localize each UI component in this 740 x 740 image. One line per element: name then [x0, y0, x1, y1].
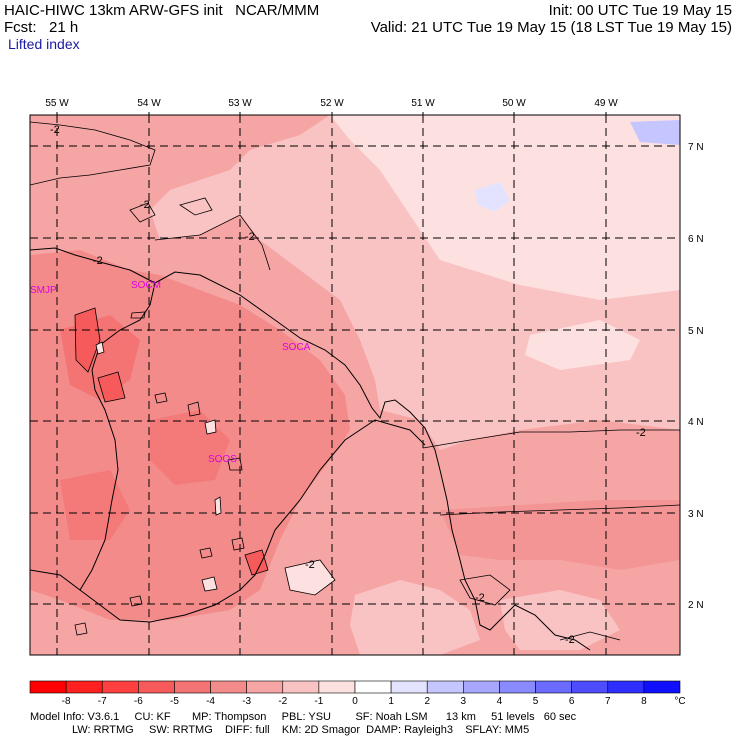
model-title: HAIC-HIWC 13km ARW-GFS init NCAR/MMM: [4, 2, 320, 19]
field-light-patch-3: [285, 560, 335, 595]
coastlines-borders: [30, 247, 591, 651]
colorbar-tick-label: 7: [605, 696, 611, 707]
colorbar-swatch: [463, 680, 500, 694]
field-light-patch-1: [350, 580, 480, 655]
colorbar-tick-label: 6: [569, 696, 575, 707]
lon-label: 50 W: [502, 98, 526, 109]
colorbar-swatch: [210, 680, 247, 694]
colorbar-tick-label: -7: [98, 696, 107, 707]
contour-labels: -2 -2 -2 -2 -2 -2 -2 -2 -2: [50, 124, 646, 646]
border-guyana-suriname: [30, 282, 156, 591]
border-brazil: [374, 419, 426, 446]
lat-label: 6 N: [688, 234, 704, 245]
contour-label: -2: [50, 124, 60, 136]
colorbar-swatch: [318, 680, 356, 694]
colorbar-swatch: [535, 680, 572, 694]
colorbar-swatch: [29, 680, 67, 694]
lon-label: 49 W: [594, 98, 618, 109]
colorbar: -8 -7 -6 -5 -4 -3 -2 -1 0 1 2 3 4 5 6 7 8 °C: [29, 680, 686, 707]
colorbar-swatch: [65, 680, 103, 694]
shaded-field: [30, 115, 680, 655]
contour-minus-2: [30, 121, 680, 641]
forecast-hour: Fcst: 21 h: [4, 19, 79, 36]
contour-label: -2: [140, 199, 150, 211]
contour-label: -2: [305, 559, 315, 571]
contour-label: -2: [475, 592, 485, 604]
colorbar-swatch: [101, 680, 139, 694]
lat-labels: 7 N 6 N 5 N 4 N 3 N 2 N: [688, 142, 704, 611]
colorbar-swatch: [282, 680, 320, 694]
contour-label: -2: [565, 634, 575, 646]
colorbar-swatch: [643, 680, 681, 694]
lon-label: 55 W: [45, 98, 69, 109]
colorbar-unit: °C: [674, 696, 685, 707]
lat-label: 2 N: [688, 600, 704, 611]
lon-label: 54 W: [137, 98, 161, 109]
field-light-patch-2: [500, 590, 620, 650]
lon-label: 52 W: [320, 98, 344, 109]
colorbar-swatch: [174, 680, 211, 694]
valid-time: Valid: 21 UTC Tue 19 May 15 (18 LST Tue …: [370, 19, 732, 36]
contour-label: -2: [245, 231, 255, 243]
colorbar-swatch: [354, 680, 392, 694]
colorbar-swatch: [499, 680, 536, 694]
colorbar-tick-label: -4: [206, 696, 215, 707]
lat-label: 5 N: [688, 326, 704, 337]
colorbar-tick-label: -8: [62, 696, 71, 707]
colorbar-tick-label: 8: [641, 696, 647, 707]
colorbar-swatch: [426, 680, 464, 694]
lon-ticks: [56, 112, 607, 115]
contour-label: -2: [636, 427, 646, 439]
lon-labels: 55 W 54 W 53 W 52 W 51 W 50 W 49 W: [45, 98, 618, 109]
colorbar-tick-label: -6: [134, 696, 143, 707]
colorbar-tick-label: 2: [424, 696, 430, 707]
field-minus-5-3: [245, 550, 268, 575]
contour-minus-4: [74, 307, 269, 636]
lon-label: 51 W: [411, 98, 435, 109]
init-time: Init: 00 UTC Tue 19 May 15: [548, 2, 732, 19]
colorbar-swatch: [607, 680, 645, 694]
lat-label: 3 N: [688, 509, 704, 520]
field-minus-3-east: [440, 500, 680, 570]
colorbar-tick-label: -3: [242, 696, 251, 707]
colorbar-swatch: [138, 680, 175, 694]
lon-label: 53 W: [228, 98, 252, 109]
colorbar-tick-label: -1: [314, 696, 323, 707]
colorbar-tick-label: 0: [352, 696, 358, 707]
coastline: [30, 247, 591, 651]
station-soos: SOOS: [208, 454, 237, 465]
colorbar-tick-label: 1: [388, 696, 394, 707]
field-near-zero-2: [525, 320, 640, 370]
model-info-line1: Model Info: V3.6.1 CU: KF MP: Thompson P…: [30, 711, 577, 723]
colorbar-swatch: [571, 680, 609, 694]
field-minus-4-3: [60, 470, 130, 540]
colorbar-swatch: [246, 680, 284, 694]
field-positive-2: [475, 182, 510, 212]
field-near-zero: [330, 115, 680, 300]
contour-label: -2: [93, 255, 103, 267]
colorbar-tick-label: 5: [533, 696, 539, 707]
colorbar-tick-label: 3: [461, 696, 467, 707]
border-suriname-frenchguiana: [79, 419, 376, 623]
field-minus-5-2: [98, 372, 125, 402]
colorbar-tick-label: -2: [278, 696, 287, 707]
colorbar-tick-label: -5: [170, 696, 179, 707]
station-soca: SOCA: [282, 342, 311, 353]
station-socm: SOCM: [131, 280, 161, 291]
field-name: Lifted index: [8, 36, 80, 52]
colorbar-tick-label: 4: [497, 696, 503, 707]
colorbar-swatch: [390, 680, 428, 694]
station-labels: SMJP SOCM SOCA SOOS: [30, 280, 311, 465]
lat-label: 4 N: [688, 417, 704, 428]
lat-label: 7 N: [688, 142, 704, 153]
contour-light-islands: [95, 341, 222, 592]
model-info-line2: LW: RRTMG SW: RRTMG DIFF: full KM: 2D Sm…: [72, 724, 530, 736]
field-positive-1: [630, 120, 680, 145]
lat-lon-grid: [30, 115, 680, 655]
map-frame: [29, 114, 681, 656]
station-smjp: SMJP: [30, 285, 57, 296]
